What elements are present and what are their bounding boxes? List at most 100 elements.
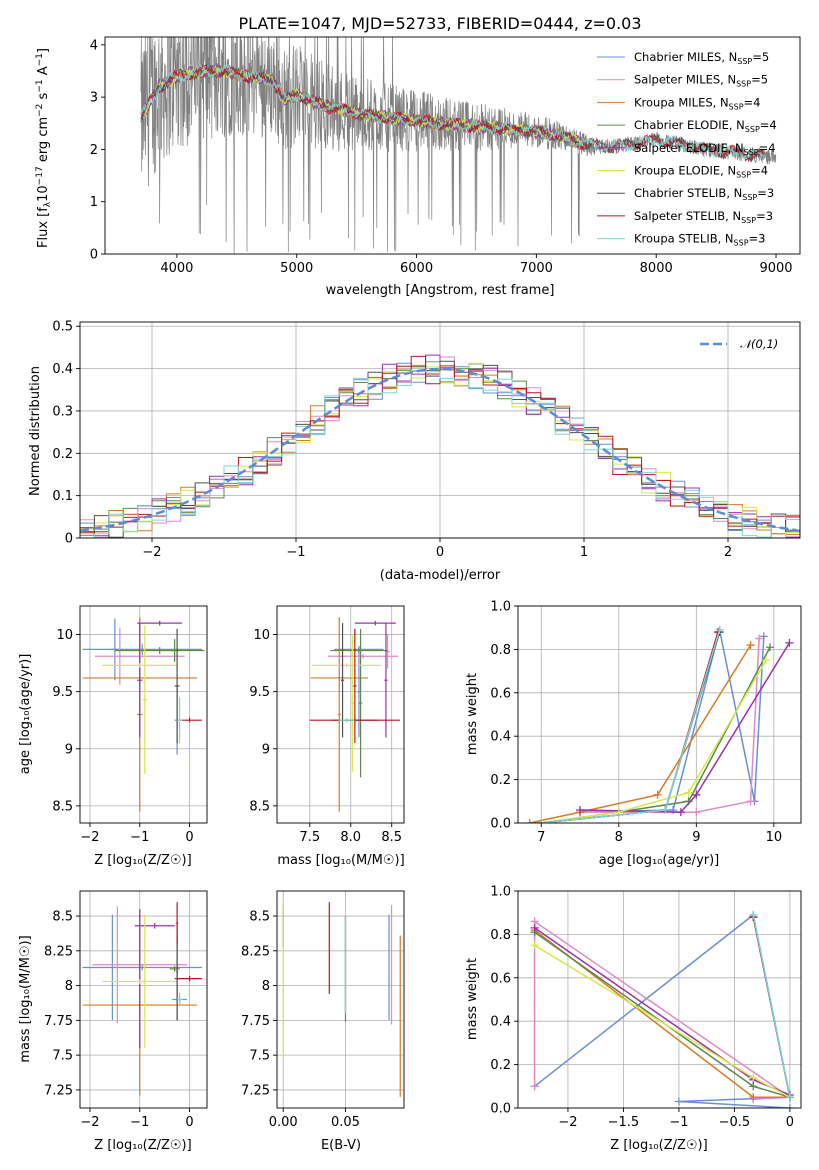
legend-label-sub-7: SSP	[741, 216, 756, 225]
legend-label-main-7: Salpeter STELIB, N	[634, 209, 741, 223]
legend-label-tail-1: =5	[751, 73, 768, 87]
residual-hist-8	[80, 369, 800, 538]
legend-label-sub-6: SSP	[742, 193, 757, 202]
legend-label-5: Kroupa ELODIE, NSSP=4	[634, 164, 768, 180]
mwz-point-0-4	[785, 1104, 794, 1108]
legend-label-0: Chabrier MILES, NSSP=5	[634, 50, 769, 66]
massweight-z-panel: Z [log₁₀(Z/Z☉)] mass weight −2 −1.5 −1 −0.5…	[465, 885, 802, 1153]
agemass-xtick-label-0: 7.5	[299, 830, 320, 845]
mwage-ytick-label-0: 0.0	[490, 817, 511, 832]
agemass-ytick-label-1: 9	[262, 742, 270, 757]
resid-xtick-label-0: −2	[142, 545, 161, 560]
spectrum-ylabel-f: −2	[35, 104, 45, 117]
residual-panel: (data-model)/error Normed distribution −…	[28, 320, 801, 583]
legend-label-1: Salpeter MILES, NSSP=5	[634, 73, 768, 89]
spectrum-model-line-7	[140, 63, 764, 163]
massz-ytick-label-2: 7.75	[44, 1014, 73, 1029]
resid-ytick-label-3: 0.3	[52, 404, 73, 419]
mass-z-panel: Z [log₁₀(Z/Z☉)] mass [log₁₀(M/M☉)] −2 −1 0…	[18, 890, 208, 1153]
mwage-point-5-2	[684, 788, 693, 797]
resid-ytick-label-1: 0.1	[52, 489, 73, 504]
massz-ytick-label-0: 7.25	[44, 1083, 73, 1098]
spectrum-ylabel-c: 10	[36, 185, 51, 202]
legend-label-tail-8: =3	[749, 232, 766, 246]
resid-xtick-label-1: −1	[286, 545, 305, 560]
agemass-xtick-label-1: 8.0	[340, 830, 361, 845]
mwage-point-1-2	[746, 797, 755, 806]
mwage-point-4-0	[576, 805, 585, 814]
legend-label-2: Kroupa MILES, NSSP=4	[634, 95, 760, 111]
mwz-xlabel: Z [log₁₀(Z/Z☉)]	[610, 1138, 707, 1153]
mwage-xtick-label-3: 10	[766, 830, 783, 845]
mwz-point-1-0	[530, 1082, 539, 1091]
massz-xtick-label-1: −1	[130, 1115, 149, 1130]
agemass-ytick-label-2: 9.5	[249, 685, 270, 700]
spectrum-ylabel-k: ]	[36, 48, 51, 53]
spectrum-ylabel-a: Flux [f	[36, 207, 51, 248]
spectrum-ylabel-g: s	[36, 92, 51, 103]
massebv-xtick-label-1: 0.05	[331, 1115, 360, 1130]
mwage-line-1	[580, 638, 760, 813]
mwz-line-3	[534, 931, 791, 1098]
mwz-xtick-label-1: −1.5	[608, 1115, 640, 1130]
mwage-point-2-0	[525, 819, 534, 823]
mwage-line-5	[541, 659, 767, 823]
mwz-ytick-label-5: 1.0	[490, 885, 511, 900]
mwz-plot-area	[530, 910, 794, 1108]
mwage-line-4	[579, 642, 791, 813]
mwage-ytick-label-3: 0.6	[490, 686, 511, 701]
mwz-ytick-label-4: 0.8	[490, 928, 511, 943]
legend-label-sub-5: SSP	[736, 171, 751, 180]
mwage-plot-area	[525, 625, 794, 823]
legend-label-tail-3: =4	[760, 118, 777, 132]
agez-plot-area	[82, 617, 205, 812]
mwage-point-2-3	[746, 641, 755, 650]
massebv-ytick-label-3: 8	[262, 979, 270, 994]
mwage-point-1-1	[692, 808, 701, 817]
resid-plot-area	[80, 354, 800, 538]
agez-xlabel: Z [log₁₀(Z/Z☉)]	[94, 853, 191, 868]
legend-label-sub-8: SSP	[734, 239, 749, 248]
mwz-point-4-0	[530, 923, 539, 932]
gaussian-legend-label: 𝒩(0,1)	[740, 337, 778, 351]
gaussian-curve	[80, 367, 798, 532]
massebv-ytick-label-5: 8.5	[249, 910, 270, 925]
mwage-xlabel: age [log₁₀(age/yr)]	[599, 853, 720, 868]
spec-xtick-label-3: 7000	[520, 261, 553, 276]
mwz-point-5-1	[749, 1073, 758, 1082]
spectrum-model-line-8	[140, 63, 765, 161]
legend-label-tail-4: =4	[759, 141, 776, 155]
legend-label-main-1: Salpeter MILES, N	[634, 73, 736, 87]
legend-label-main-5: Kroupa ELODIE, N	[634, 164, 736, 178]
mwage-point-4-3	[785, 638, 794, 647]
spectrum-title: PLATE=1047, MJD=52733, FIBERID=0444, z=0…	[238, 14, 641, 33]
spec-ytick-label-2: 2	[90, 143, 98, 158]
spectrum-model-line-5	[140, 64, 587, 152]
spec-xtick-label-2: 6000	[400, 261, 433, 276]
resid-xtick-label-4: 2	[724, 545, 732, 560]
mwz-xtick-label-3: −0.5	[719, 1115, 751, 1130]
resid-ytick-label-5: 0.5	[52, 320, 73, 335]
resid-xtick-label-3: 1	[580, 545, 588, 560]
massebv-xlabel: E(B-V)	[321, 1138, 361, 1153]
massebv-ytick-label-1: 7.5	[249, 1049, 270, 1064]
spectrum-ylabel-i: A	[36, 66, 51, 79]
legend-label-main-2: Kroupa MILES, N	[634, 95, 729, 109]
spectrum-ylabel-h: −1	[35, 79, 45, 92]
massebv-frame	[276, 890, 405, 1109]
spectrum-ylabel-e: erg cm	[36, 117, 51, 166]
mwage-ylabel: mass weight	[465, 673, 480, 755]
legend-label-main-6: Chabrier STELIB, N	[634, 186, 742, 200]
mwage-point-5-3	[762, 656, 771, 665]
massz-ytick-label-5: 8.5	[52, 910, 73, 925]
mwz-point-5-0	[530, 941, 539, 950]
legend-label-4: Salpeter ELODIE, NSSP=4	[634, 141, 776, 157]
mwage-ytick-label-1: 0.2	[490, 773, 511, 788]
mwz-xtick-label-0: −2	[558, 1115, 577, 1130]
mwz-point-2-1	[749, 1093, 758, 1102]
legend-label-main-0: Chabrier MILES, N	[634, 50, 737, 64]
spec-xtick-label-1: 5000	[280, 261, 313, 276]
spectrum-ylabel-b: λ	[43, 201, 53, 207]
massebv-ytick-label-0: 7.25	[241, 1083, 270, 1098]
